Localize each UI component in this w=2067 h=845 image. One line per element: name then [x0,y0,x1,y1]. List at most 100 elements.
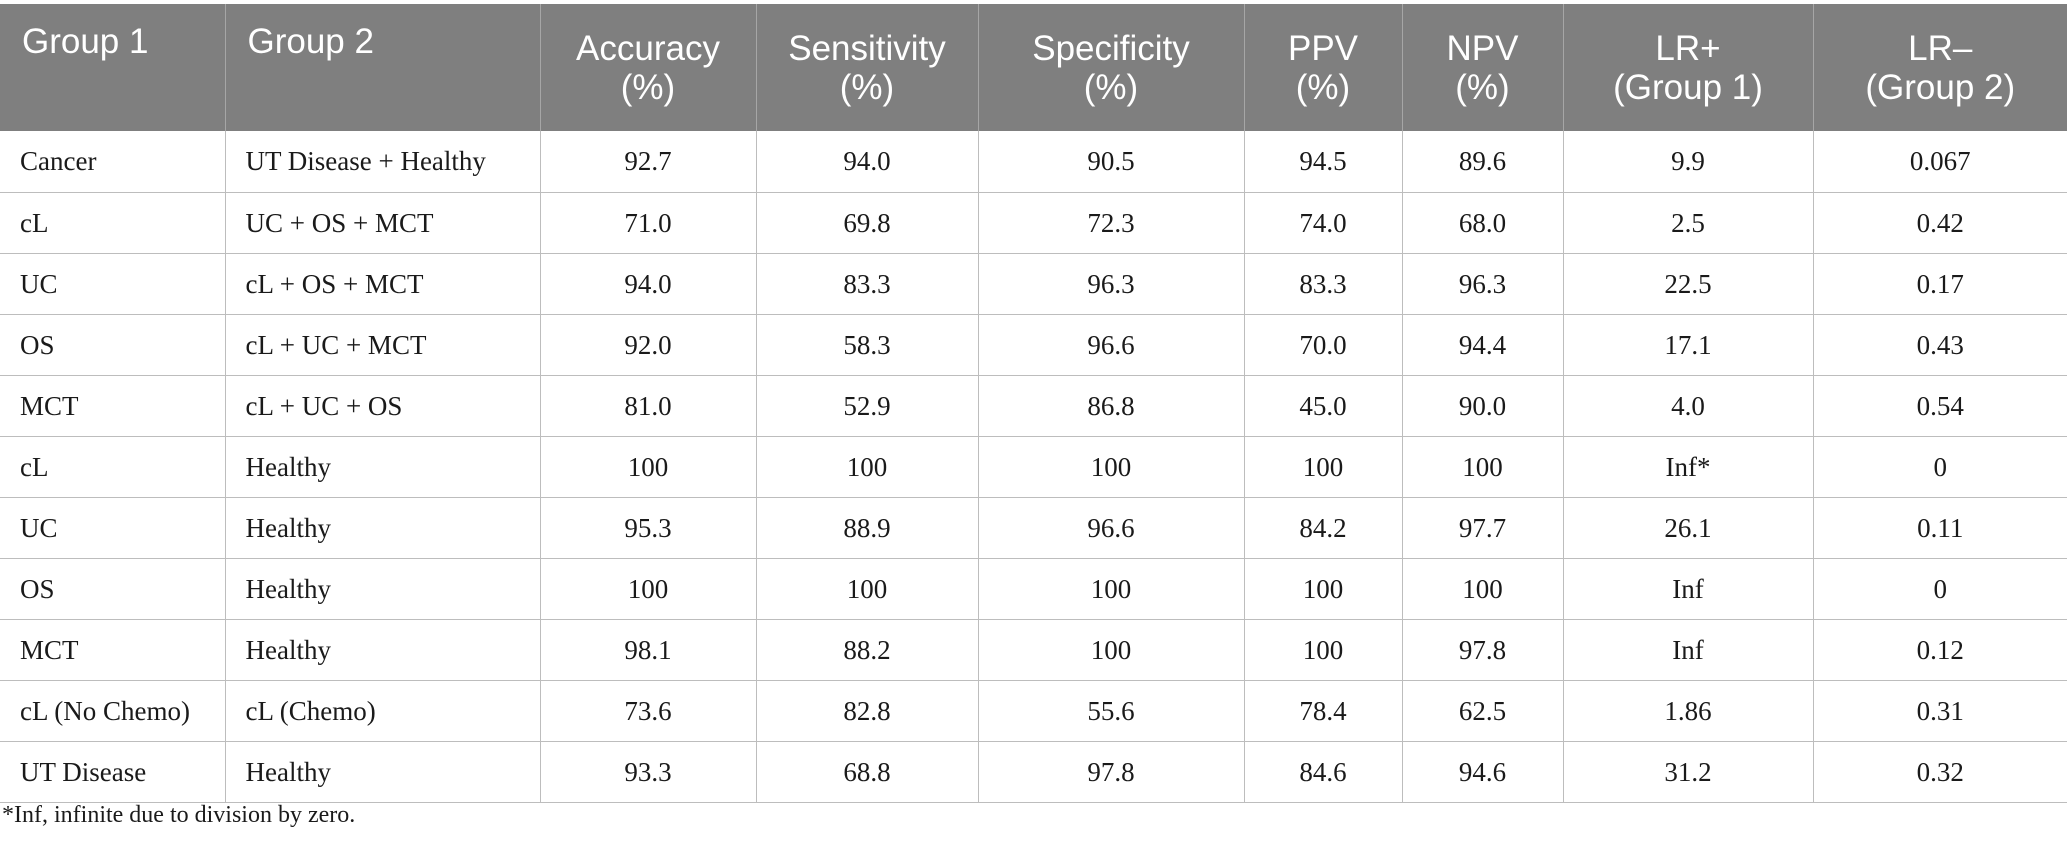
cell-specificity: 97.8 [978,741,1245,803]
cell-specificity: 86.8 [978,375,1245,437]
cell-sensitivity: 83.3 [756,253,979,315]
cell-npv: 94.4 [1402,314,1564,376]
cell-group-1: cL [0,192,226,254]
cell-sensitivity: 68.8 [756,741,979,803]
cell-sensitivity: 82.8 [756,680,979,742]
cell-sensitivity: 94.0 [756,131,979,193]
table-row: cL (No Chemo) cL (Chemo) 73.6 82.8 55.6 78.4 6… [0,680,2067,742]
cell-accuracy: 92.0 [540,314,757,376]
cell-sensitivity: 100 [756,558,979,620]
table-row: OS Healthy 100 100 100 100 100 Inf 0 [0,558,2067,620]
cell-lr-minus: 0.31 [1813,680,2067,742]
cell-group-1: cL (No Chemo) [0,680,226,742]
cell-sensitivity: 100 [756,436,979,498]
cell-specificity: 100 [978,558,1245,620]
cell-group-2: cL + OS + MCT [225,253,541,315]
cell-specificity: 96.6 [978,497,1245,559]
cell-group-2: UC + OS + MCT [225,192,541,254]
cell-specificity: 72.3 [978,192,1245,254]
cell-group-1: UC [0,497,226,559]
cell-group-1: MCT [0,619,226,681]
cell-specificity: 90.5 [978,131,1245,193]
cell-ppv: 94.5 [1244,131,1403,193]
cell-lr-plus: 17.1 [1563,314,1814,376]
table-header: Group 1 Group 2 Accuracy (%) Sensitivity… [0,4,2067,131]
table-row: UC cL + OS + MCT 94.0 83.3 96.3 83.3 96.3 22.5 0… [0,253,2067,315]
cell-group-1: UT Disease [0,741,226,803]
cell-npv: 100 [1402,436,1564,498]
cell-group-2: UT Disease + Healthy [225,131,541,193]
cell-ppv: 84.6 [1244,741,1403,803]
cell-group-2: cL + UC + OS [225,375,541,437]
cell-lr-minus: 0.54 [1813,375,2067,437]
cell-sensitivity: 88.2 [756,619,979,681]
cell-accuracy: 73.6 [540,680,757,742]
cell-ppv: 83.3 [1244,253,1403,315]
cell-specificity: 96.6 [978,314,1245,376]
cell-npv: 89.6 [1402,131,1564,193]
cell-accuracy: 98.1 [540,619,757,681]
cell-accuracy: 100 [540,558,757,620]
cell-ppv: 100 [1244,436,1403,498]
header-row: Group 1 Group 2 Accuracy (%) Sensitivity… [0,4,2067,131]
cell-npv: 96.3 [1402,253,1564,315]
cell-group-1: UC [0,253,226,315]
table-row: UC Healthy 95.3 88.9 96.6 84.2 97.7 26.1 0.11 [0,497,2067,559]
cell-npv: 94.6 [1402,741,1564,803]
table-row: cL Healthy 100 100 100 100 100 Inf* 0 [0,436,2067,498]
cell-npv: 68.0 [1402,192,1564,254]
cell-npv: 97.7 [1402,497,1564,559]
cell-group-2: Healthy [225,497,541,559]
cell-ppv: 100 [1244,619,1403,681]
column-header-lr-plus: LR+ (Group 1) [1563,4,1814,131]
cell-ppv: 74.0 [1244,192,1403,254]
cell-lr-minus: 0.32 [1813,741,2067,803]
column-header-lr-minus: LR– (Group 2) [1813,4,2067,131]
cell-lr-minus: 0.12 [1813,619,2067,681]
cell-group-2: cL (Chemo) [225,680,541,742]
column-header-ppv: PPV (%) [1244,4,1403,131]
table-row: UT Disease Healthy 93.3 68.8 97.8 84.6 94.6 31.… [0,741,2067,803]
cell-accuracy: 100 [540,436,757,498]
cell-lr-plus: 1.86 [1563,680,1814,742]
cell-lr-plus: 9.9 [1563,131,1814,193]
cell-ppv: 70.0 [1244,314,1403,376]
column-header-sensitivity: Sensitivity (%) [756,4,979,131]
column-header-group-2: Group 2 [225,4,541,131]
cell-group-1: Cancer [0,131,226,193]
cell-lr-plus: 22.5 [1563,253,1814,315]
cell-ppv: 84.2 [1244,497,1403,559]
cell-sensitivity: 88.9 [756,497,979,559]
cell-group-2: cL + UC + MCT [225,314,541,376]
cell-lr-minus: 0.43 [1813,314,2067,376]
cell-lr-plus: 2.5 [1563,192,1814,254]
cell-sensitivity: 69.8 [756,192,979,254]
cell-group-1: OS [0,314,226,376]
column-header-accuracy: Accuracy (%) [540,4,757,131]
table-row: OS cL + UC + MCT 92.0 58.3 96.6 70.0 94.4 17.1 0… [0,314,2067,376]
cell-specificity: 96.3 [978,253,1245,315]
cell-lr-minus: 0.067 [1813,131,2067,193]
table-row: cL UC + OS + MCT 71.0 69.8 72.3 74.0 68.0 2.5 0.… [0,192,2067,254]
table-footnote: *Inf, infinite due to division by zero. [2,802,356,828]
cell-accuracy: 81.0 [540,375,757,437]
table-body: Cancer UT Disease + Healthy 92.7 94.0 90.5 94… [0,131,2067,803]
cell-sensitivity: 58.3 [756,314,979,376]
cell-ppv: 100 [1244,558,1403,620]
cell-group-1: MCT [0,375,226,437]
results-table-container: Group 1 Group 2 Accuracy (%) Sensitivity… [0,4,2067,803]
column-header-npv: NPV (%) [1402,4,1564,131]
cell-lr-minus: 0.42 [1813,192,2067,254]
table-row: MCT Healthy 98.1 88.2 100 100 97.8 Inf 0.12 [0,619,2067,681]
results-table: Group 1 Group 2 Accuracy (%) Sensitivity… [0,4,2067,803]
cell-accuracy: 92.7 [540,131,757,193]
cell-lr-plus: 4.0 [1563,375,1814,437]
cell-ppv: 45.0 [1244,375,1403,437]
cell-lr-plus: 31.2 [1563,741,1814,803]
cell-lr-minus: 0 [1813,436,2067,498]
cell-group-2: Healthy [225,558,541,620]
cell-npv: 100 [1402,558,1564,620]
cell-lr-plus: Inf* [1563,436,1814,498]
cell-npv: 97.8 [1402,619,1564,681]
cell-lr-minus: 0 [1813,558,2067,620]
